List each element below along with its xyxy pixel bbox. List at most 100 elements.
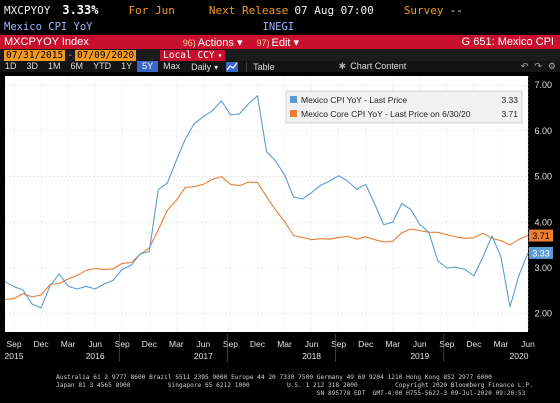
x-axis: Sep Dec Mar Jun Sep Dec Mar Jun Sep Dec Mar Jun Sep D… — [5, 334, 535, 362]
legend-swatch-cpi — [290, 96, 297, 103]
cpi-last-tag-label: 3.33 — [532, 248, 550, 258]
x-tick-label: Jun — [88, 339, 102, 349]
chart-content-button[interactable]: Chart Content — [339, 61, 406, 72]
x-tick-label: Jun — [521, 339, 535, 349]
redo-icon[interactable]: ↷ — [534, 61, 542, 71]
period-bar: 1D 3D 1M 6M YTD 1Y 5Y Max Daily Table Ch… — [0, 61, 560, 72]
chevron-down-icon: ▾ — [236, 36, 243, 49]
period-5y-button[interactable]: 5Y — [137, 61, 159, 72]
x-year-label: 2019 — [410, 351, 429, 361]
x-tick-label: Mar — [277, 339, 292, 349]
legend-swatch-core — [290, 110, 297, 117]
x-year-label: 2017 — [194, 351, 213, 361]
legend-value-cpi: 3.33 — [501, 95, 518, 105]
series-lines — [4, 95, 529, 309]
edit-menu-button[interactable]: 97) Edit ▾ — [256, 36, 299, 49]
gridlines — [5, 76, 529, 332]
y-axis: 2.00 3.00 4.00 5.00 6.00 7.00 — [534, 80, 552, 319]
last-value: 3.33% — [62, 3, 99, 17]
x-tick-label: Dec — [34, 339, 50, 349]
footer-line: Australia 61 2 9777 8600 Brazil 5511 239… — [56, 374, 492, 381]
x-tick-label: Mar — [169, 339, 184, 349]
edit-number: 97) — [256, 37, 270, 48]
survey-value: -- — [449, 3, 463, 17]
cpi-series-line — [4, 95, 529, 309]
chevron-down-icon: ▾ — [293, 36, 300, 49]
period-1d-button[interactable]: 1D — [5, 61, 17, 71]
actions-number: 96) — [182, 37, 196, 48]
bloomberg-footer: Australia 61 2 9777 8600 Brazil 5511 239… — [0, 370, 560, 403]
line-chart-icon[interactable] — [226, 61, 239, 72]
chart-legend[interactable]: Mexico CPI YoY - Last Price 3.33 Mexico … — [285, 90, 523, 124]
next-release-label: Next Release — [208, 3, 289, 17]
survey-label: Survey — [403, 3, 444, 17]
x-tick-label: Jun — [413, 339, 427, 349]
frequency-dropdown[interactable]: Daily — [187, 62, 222, 72]
edit-label: Edit — [271, 36, 291, 49]
legend-value-core: 3.71 — [501, 109, 518, 119]
period-1y-button[interactable]: 1Y — [121, 61, 133, 71]
actions-menu-button[interactable]: 96) Actions ▾ — [183, 36, 243, 49]
data-source: INEGI — [262, 21, 295, 33]
currency-dropdown[interactable]: Local CCY — [160, 49, 226, 61]
gear-icon[interactable]: ⚙ — [547, 61, 556, 71]
x-tick-label: Mar — [494, 339, 509, 349]
core-cpi-last-tag — [529, 229, 553, 242]
x-tick-label: Dec — [250, 339, 266, 349]
history-controls: ↶ ↷ ⚙ — [521, 61, 556, 72]
index-field[interactable]: MXCPYOY Index — [4, 36, 89, 48]
legend-box — [285, 90, 523, 124]
y-tick-label: 4.00 — [534, 217, 552, 227]
footer-line: SN 895778 EDT GMT-4:00 H755-5622-3 09-Ju… — [56, 390, 526, 397]
period-ytd-button[interactable]: YTD — [93, 61, 112, 71]
x-tick-label: Dec — [358, 339, 374, 349]
x-tick-label: Jun — [305, 339, 319, 349]
x-tick-label: Sep — [115, 339, 130, 349]
legend-label-cpi: Mexico CPI YoY - Last Price — [301, 95, 407, 105]
undo-icon[interactable]: ↶ — [520, 61, 529, 71]
x-year-label: 2020 — [510, 351, 529, 361]
date-separator: - — [67, 49, 73, 61]
x-tick-label: Sep — [331, 339, 346, 349]
cpi-last-tag — [529, 246, 553, 259]
core-cpi-last-tag-label: 3.71 — [532, 231, 550, 241]
period-3d-button[interactable]: 3D — [26, 61, 39, 71]
period-6m-button[interactable]: 6M — [70, 61, 84, 71]
date-range-bar: 07/31/2015 - 07/09/2020 Local CCY — [0, 49, 560, 61]
y-tick-label: 7.00 — [534, 80, 552, 90]
graph-title: G 651: Mexico CPI — [461, 36, 554, 48]
x-year-label: 2016 — [86, 351, 105, 361]
security-description: Mexico CPI YoY — [4, 21, 93, 33]
x-tick-label: Sep — [6, 339, 21, 349]
y-tick-label: 5.00 — [534, 172, 552, 182]
period-max-button[interactable]: Max — [163, 61, 181, 71]
period-1m-button[interactable]: 1M — [48, 61, 61, 71]
start-date-field[interactable]: 07/31/2015 — [4, 49, 66, 61]
description-row: Mexico CPI YoY INEGI — [0, 20, 560, 34]
legend-label-core: Mexico Core CPI YoY - Last Price on 6/30… — [301, 109, 471, 119]
price-chart[interactable]: 2.003.004.005.006.007.00 Sep Dec Mar Jun Sep… — [0, 72, 560, 370]
ticker-label: MXCPYOY — [4, 3, 51, 17]
x-tick-label: Sep — [223, 339, 238, 349]
core-cpi-series-line — [4, 176, 529, 301]
end-date-field[interactable]: 07/09/2020 — [74, 49, 137, 61]
function-toolbar: MXCPYOY Index 96) Actions ▾ 97) Edit ▾ G 6… — [0, 35, 560, 49]
x-tick-label: Dec — [466, 339, 482, 349]
next-release-value: 07 Aug 07:00 — [294, 3, 374, 17]
last-value-tags: 3.33 3.71 — [529, 229, 553, 259]
x-year-label: 2015 — [5, 351, 24, 361]
security-header: MXCPYOY 3.33% For Jun Next Release 07 Au… — [0, 0, 560, 20]
footer-line: Japan 81 3 4565 8900 Singapore 65 6212 1… — [56, 382, 533, 389]
x-year-label: 2018 — [302, 351, 321, 361]
y-tick-label: 3.00 — [534, 263, 552, 273]
y-tick-label: 6.00 — [534, 126, 552, 136]
actions-label: Actions — [197, 36, 234, 49]
x-tick-label: Dec — [142, 339, 158, 349]
y-tick-label: 2.00 — [534, 309, 552, 319]
x-tick-label: Sep — [439, 339, 454, 349]
period-label: For Jun — [128, 3, 175, 17]
x-tick-label: Jun — [197, 339, 211, 349]
x-tick-label: Mar — [61, 339, 76, 349]
x-tick-label: Mar — [385, 339, 400, 349]
table-button[interactable]: Table — [246, 61, 281, 72]
